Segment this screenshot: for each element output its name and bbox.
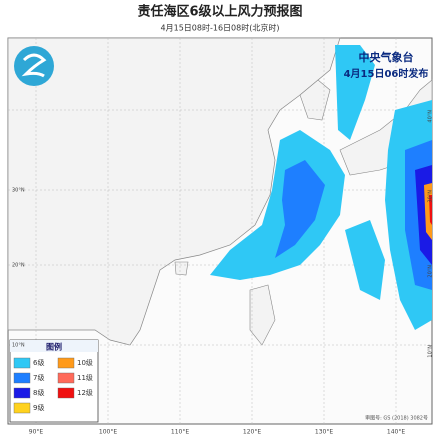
legend-label: 12级 [77,388,93,397]
legend-label: 10级 [77,358,93,367]
logo-mark [21,53,47,78]
legend: 图例 6级 7级 8级 9级 10级 11级 12级 [9,339,99,423]
legend-swatch [57,357,75,369]
latitude-label: 10°N [12,343,25,349]
philippines [249,284,276,346]
legend-swatch [13,402,31,414]
credit: 审图号: GS (2018) 3082号 [365,415,428,422]
legend-title: 图例 [46,342,62,352]
longitude-label: 130°E [315,429,333,436]
legend-label: 11级 [77,373,93,382]
legend-swatch [57,387,75,399]
mainland [7,37,341,346]
latitude-label: 20°N [428,265,434,278]
hainan [174,261,189,276]
legend-header [10,340,98,352]
legend-swatch [13,387,31,399]
subtitle: 4月15日08时-16日08时(北京时) [161,23,280,33]
korea [299,79,331,121]
latitude-label: 30°N [428,190,434,203]
latitude-label: 40°N [428,110,434,123]
legend-label: 9级 [33,403,44,412]
legend-swatch [13,372,31,384]
latitude-label: 30°N [12,188,25,194]
legend-swatch [13,357,31,369]
latitude-label: 20°N [12,263,25,269]
legend-swatch [57,372,75,384]
latitude-label: 10°N [428,345,434,358]
longitude-label: 140°E [387,429,405,436]
wind-zones [210,45,432,330]
legend-label: 7级 [33,373,44,382]
longitude-label: 90°E [29,429,44,436]
legend-label: 6级 [33,358,44,367]
issue-time: 4月15日06时发布 [344,67,429,80]
longitude-label: 120°E [243,429,261,436]
title: 责任海区6级以上风力预报图 [137,4,302,20]
longitude-label: 110°E [171,429,189,436]
legend-label: 8级 [33,388,44,397]
longitude-label: 100°E [99,429,117,436]
issuer-name: 中央气象台 [359,50,414,64]
graticule [8,38,432,424]
